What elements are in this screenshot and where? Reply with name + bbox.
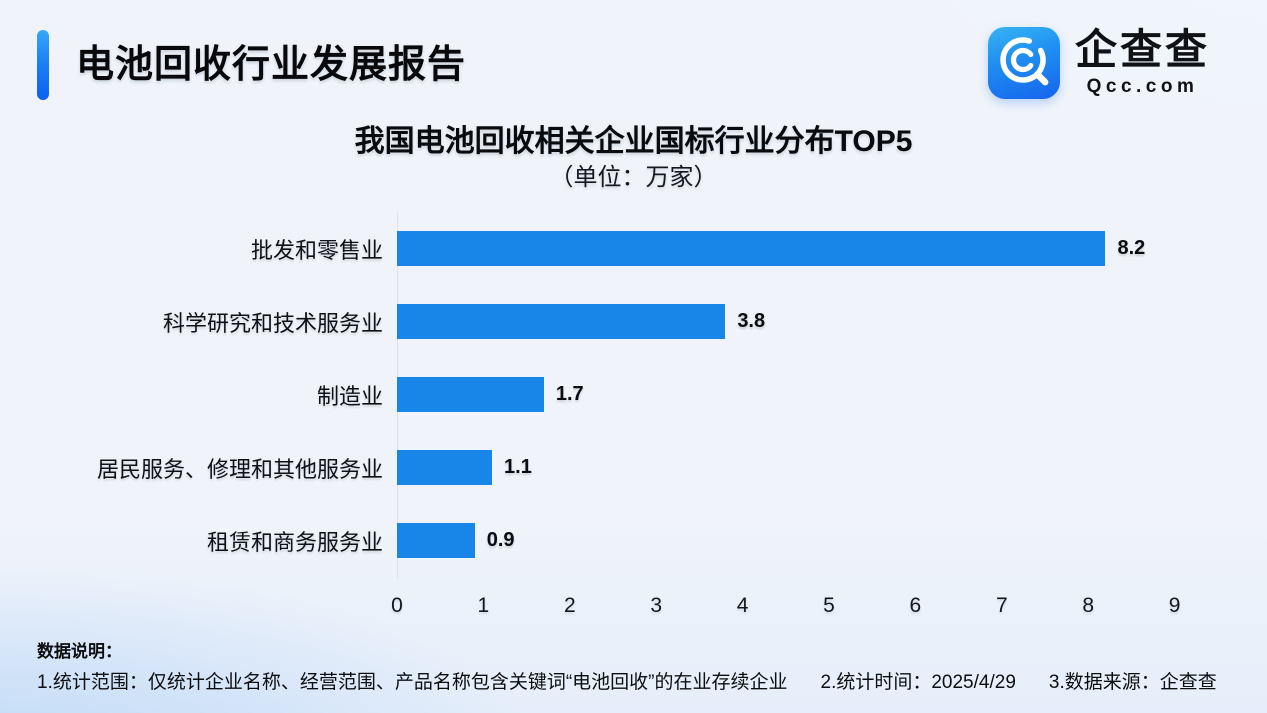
bar-chart: 批发和零售业 8.2 科学研究和技术服务业 3.8 制造业 1.7 居民服务、修理和其他服务…	[0, 212, 1267, 622]
x-tick-label: 9	[1168, 594, 1181, 617]
bar	[397, 450, 493, 485]
category-label: 科学研究和技术服务业	[162, 310, 383, 336]
category-label: 居民服务、修理和其他服务业	[96, 456, 383, 482]
note-scope: 1.统计范围：仅统计企业名称、经营范围、产品名称包含关键词“电池回收”的在业存续…	[37, 672, 788, 693]
value-label: 1.1	[504, 456, 532, 478]
value-label: 1.7	[555, 383, 584, 405]
x-tick-label: 3	[650, 594, 663, 617]
bar	[397, 377, 544, 412]
x-axis: 0 1 2 3 4 5 6 7 8 9	[0, 594, 1267, 622]
logo-name: 企查查	[1074, 26, 1210, 74]
note-source: 3.数据来源：企查查	[1048, 672, 1217, 693]
x-tick-label: 6	[909, 594, 922, 617]
bar-row: 批发和零售业 8.2	[0, 212, 1267, 285]
value-label: 8.2	[1117, 237, 1146, 259]
x-tick-label: 4	[736, 594, 749, 617]
qcc-magnifier-icon	[987, 27, 1060, 99]
category-label: 制造业	[316, 383, 383, 409]
note-date: 2.统计时间：2025/4/29	[820, 672, 1016, 693]
x-tick-label: 8	[1082, 594, 1095, 617]
x-tick-label: 0	[391, 594, 403, 617]
page-title: 电池回收行业发展报告	[76, 44, 467, 86]
chart-title: 我国电池回收相关企业国标行业分布TOP5	[354, 125, 913, 158]
bar	[397, 523, 475, 558]
x-tick-label: 5	[823, 594, 835, 617]
notes-label: 数据说明：	[37, 642, 122, 661]
value-label: 0.9	[486, 529, 515, 551]
bar	[397, 304, 726, 339]
bar-row: 科学研究和技术服务业 3.8	[0, 285, 1267, 358]
category-label: 租赁和商务服务业	[206, 529, 383, 555]
x-tick-label: 1	[477, 594, 490, 617]
qcc-logo: 企查查 Qcc.com	[987, 27, 1210, 99]
bar-row: 制造业 1.7	[0, 358, 1267, 431]
logo-text: 企查查 Qcc.com	[1075, 28, 1210, 97]
chart-subtitle: （单位：万家）	[549, 164, 718, 191]
category-label: 批发和零售业	[250, 237, 383, 263]
bar-rows: 批发和零售业 8.2 科学研究和技术服务业 3.8 制造业 1.7 居民服务、修理和其他服务…	[0, 212, 1267, 577]
bar-row: 居民服务、修理和其他服务业 1.1	[0, 431, 1267, 504]
value-label: 3.8	[737, 310, 766, 332]
bar	[397, 231, 1106, 266]
x-tick-label: 7	[995, 594, 1008, 617]
title-accent-bar	[37, 30, 49, 100]
x-tick-label: 2	[563, 594, 576, 617]
notes-line: 1.统计范围：仅统计企业名称、经营范围、产品名称包含关键词“电池回收”的在业存续…	[37, 667, 1217, 694]
logo-domain: Qcc.com	[1086, 75, 1199, 97]
bar-row: 租赁和商务服务业 0.9	[0, 504, 1267, 577]
